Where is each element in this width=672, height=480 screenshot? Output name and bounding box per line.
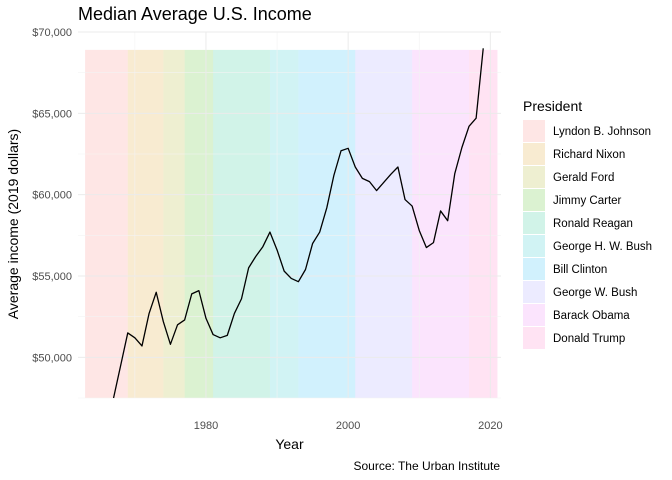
legend-swatch [523, 258, 545, 280]
legend-swatch [523, 120, 545, 142]
legend-swatch [523, 143, 545, 165]
legend-label: Bill Clinton [553, 264, 607, 276]
legend: President Lyndon B. Johnson Richard Nixon… [523, 98, 652, 349]
y-tick-label: $60,000 [32, 190, 72, 202]
legend-label: Jimmy Carter [553, 195, 622, 207]
legend-swatch [523, 235, 545, 257]
legend-swatch [523, 189, 545, 211]
legend-swatch [523, 212, 545, 234]
band-donald-trump [469, 49, 498, 398]
legend-label: Gerald Ford [553, 172, 614, 184]
legend-item-gerald-ford: Gerald Ford [523, 166, 614, 188]
legend-item-ronald-reagan: Ronald Reagan [523, 212, 633, 234]
legend-swatch [523, 304, 545, 326]
y-tick-label: $50,000 [32, 352, 72, 364]
income-line [112, 48, 484, 399]
legend-label: George W. Bush [553, 287, 637, 299]
legend-label: Lyndon B. Johnson [553, 126, 651, 138]
x-axis-title: Year [275, 436, 304, 452]
legend-label: George H. W. Bush [553, 241, 652, 253]
legend-item-donald-trump: Donald Trump [523, 327, 625, 349]
legend-swatch [523, 281, 545, 303]
legend-label: Barack Obama [553, 310, 630, 322]
legend-swatch [523, 327, 545, 349]
y-tick-label: $55,000 [32, 271, 72, 283]
legend-item-george-w-bush: George W. Bush [523, 281, 637, 303]
legend-item-barack-obama: Barack Obama [523, 304, 630, 326]
legend-item-bill-clinton: Bill Clinton [523, 258, 607, 280]
y-tick-label: $65,000 [32, 108, 72, 120]
legend-label: Donald Trump [553, 333, 625, 345]
x-tick-label: 1980 [194, 420, 218, 432]
x-tick-label: 2020 [478, 420, 502, 432]
x-tick-label: 2000 [336, 420, 360, 432]
y-axis-title: Average income (2019 dollars) [5, 129, 21, 319]
band-ronald-reagan [213, 49, 270, 398]
band-barack-obama [412, 49, 470, 398]
band-richard-nixon [127, 49, 164, 398]
legend-swatch [523, 166, 545, 188]
band-george-w-bush [355, 49, 413, 398]
y-tick-label: $70,000 [32, 27, 72, 39]
income-series [112, 48, 484, 399]
x-axis-ticks: 1980 2000 2020 [194, 420, 503, 432]
band-bill-clinton [298, 49, 356, 398]
legend-title: President [523, 98, 582, 114]
grid-lines [78, 31, 501, 399]
legend-label: Ronald Reagan [553, 218, 633, 230]
y-axis-ticks: $50,000 $55,000 $60,000 $65,000 $70,000 [32, 27, 72, 364]
legend-item-george-h-w-bush: George H. W. Bush [523, 235, 652, 257]
president-bands [85, 49, 498, 398]
chart-title: Median Average U.S. Income [78, 4, 312, 24]
source-caption: Source: The Urban Institute [353, 459, 500, 473]
band-jimmy-carter [184, 49, 214, 398]
legend-item-richard-nixon: Richard Nixon [523, 143, 625, 165]
legend-item-lyndon-b-johnson: Lyndon B. Johnson [523, 120, 651, 142]
legend-label: Richard Nixon [553, 149, 625, 161]
band-lyndon-b-johnson [85, 49, 128, 398]
band-gerald-ford [163, 49, 185, 398]
legend-item-jimmy-carter: Jimmy Carter [523, 189, 622, 211]
band-george-h-w-bush [269, 49, 299, 398]
